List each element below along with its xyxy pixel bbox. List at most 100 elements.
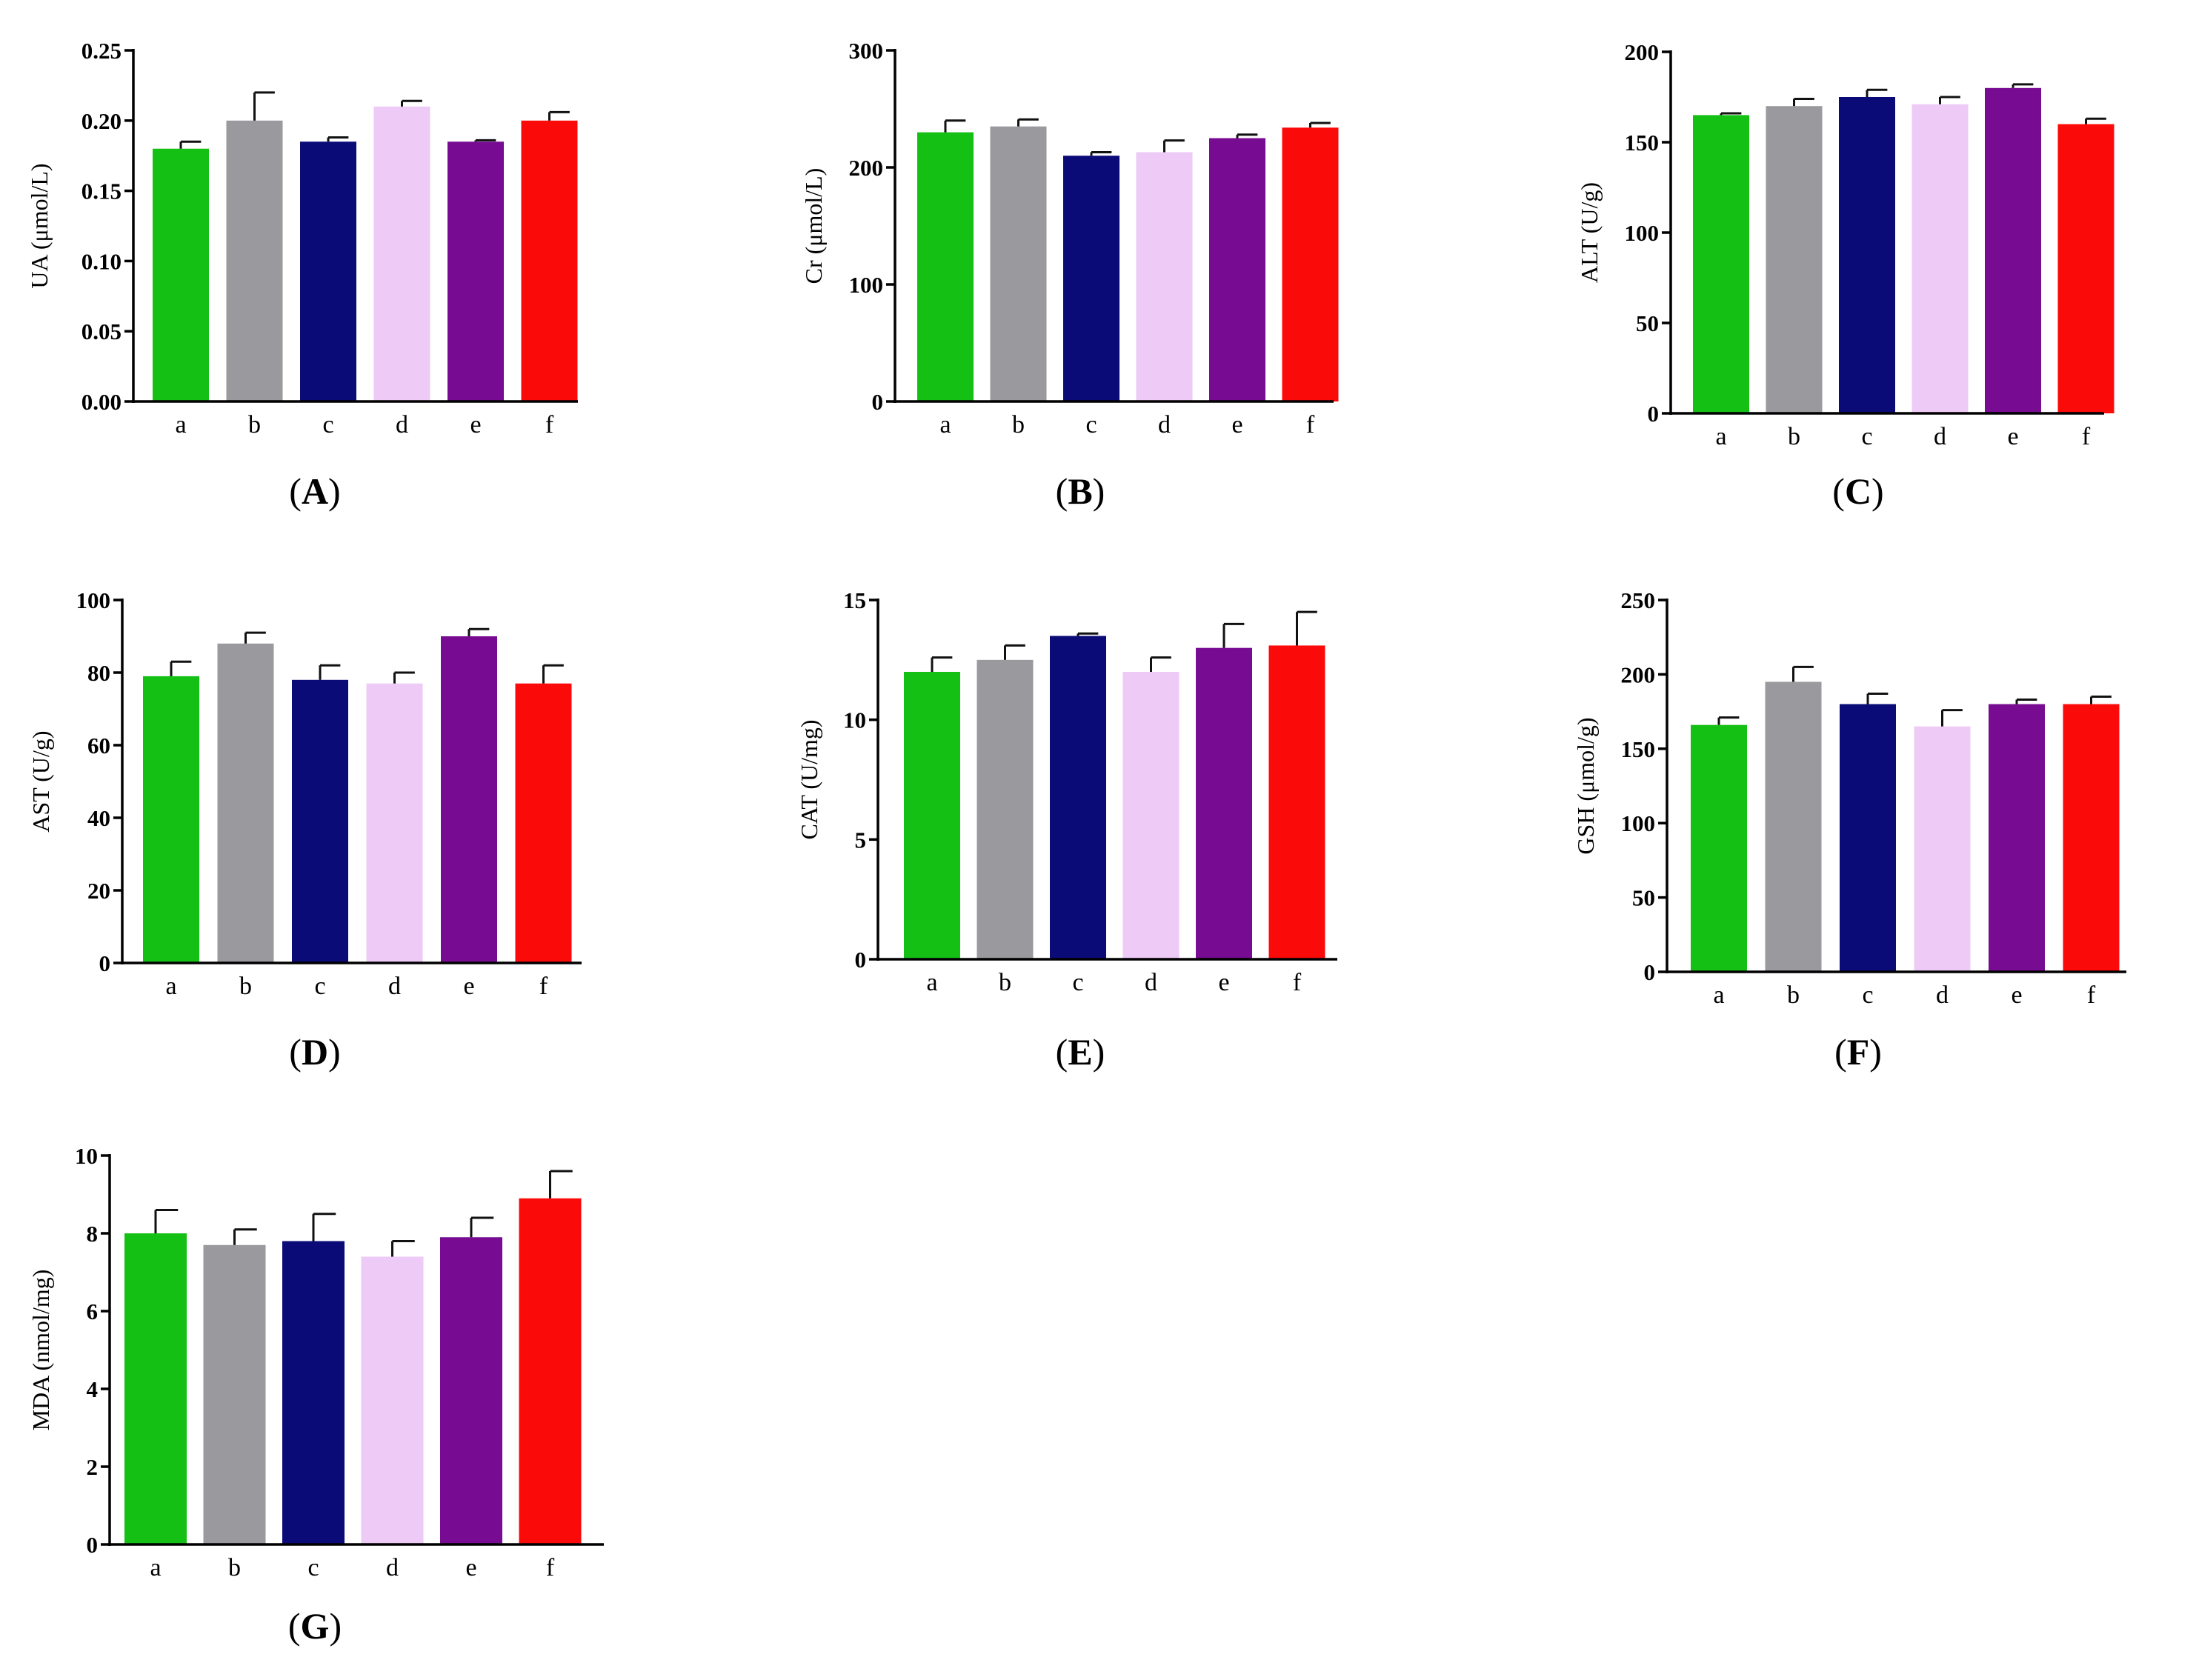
chart-panel-e: a b c d e f 0 5 10 15 CAT (U/mg) (E) [796,587,1337,1073]
ytick-label-d: 0 [99,950,111,976]
ytick-label-c: 0 [1648,401,1660,427]
xtick-label-g-b: b [228,1554,241,1581]
y-axis-title-d: AST (U/g) [27,730,54,832]
bar-c-b [1766,106,1823,413]
error-bar-e-b [1004,644,1025,660]
error-bar-d-d [393,671,415,684]
ytick-label-d: 40 [87,805,110,831]
panel-label-b: (B) [1056,470,1105,512]
bar-c-a [1693,115,1749,413]
error-bar-d-c [319,664,341,680]
bar-g-d [361,1256,424,1544]
bar-f-d [1914,726,1971,972]
ytick-label-c: 100 [1625,220,1660,246]
panel-label-f: (F) [1834,1031,1882,1073]
error-bar-a-c [327,136,349,142]
ytick-label-c: 200 [1625,39,1660,65]
ytick-label-g: 8 [87,1221,99,1247]
chart-panel-d: a b c d e f 0 20 40 60 80 100 AST (U/g) (D) [27,587,582,1073]
bar-a-b [226,120,283,402]
bar-f-c [1840,704,1896,972]
ytick-label-e: 0 [855,947,867,973]
error-bar-a-b [253,91,275,121]
error-bar-e-c [1077,632,1099,636]
ytick-label-a: 0.15 [81,179,122,204]
error-bar-c-c [1866,88,1888,97]
error-bar-d-e [468,627,490,636]
ytick-label-b: 200 [849,155,884,181]
error-bar-c-f [2085,117,2106,124]
xtick-label-b-e: e [1231,411,1242,439]
bar-b-b [990,126,1047,401]
y-axis-title-e: CAT (U/mg) [796,719,822,839]
ytick-label-a: 0.00 [81,389,122,415]
ytick-label-f: 150 [1621,736,1656,762]
bar-d-f [515,683,572,963]
xtick-label-d-a: a [165,973,176,1000]
panel-label-d: (D) [289,1031,340,1073]
xtick-label-d-e: e [463,973,474,1000]
error-bar-b-c [1090,150,1112,156]
xtick-label-c-d: d [1934,423,1946,450]
error-bar-f-c [1866,693,1889,704]
ytick-label-f: 0 [1644,959,1656,985]
xtick-label-a-d: d [396,411,408,439]
ytick-label-d: 60 [87,733,110,759]
xtick-label-a-c: c [322,411,333,439]
error-bar-f-d [1941,709,1963,727]
error-bar-b-a [944,119,966,133]
error-bar-c-d [1939,96,1960,104]
ytick-label-a: 0.25 [81,38,122,64]
error-bar-a-d [401,99,422,107]
error-bar-g-c [312,1213,336,1241]
error-bar-b-b [1017,118,1039,127]
bar-e-b [976,659,1034,959]
ytick-label-d: 80 [87,660,110,686]
bar-b-e [1209,138,1265,401]
xtick-label-b-b: b [1012,411,1025,439]
ytick-label-f: 50 [1632,885,1655,911]
error-bar-c-e [2012,83,2034,88]
ytick-label-f: 200 [1621,661,1656,687]
error-bar-a-a [179,140,202,149]
error-bar-g-a [154,1209,179,1233]
xtick-label-e-d: d [1145,969,1157,996]
xtick-label-e-c: c [1072,969,1083,996]
chart-panel-c: a b c d e f 0 50 100 150 200 ALT (U/g) (C) [1576,39,2115,512]
bar-g-e [440,1237,502,1544]
error-bar-g-d [391,1240,415,1257]
bar-d-e [441,636,497,963]
xtick-label-c-e: e [2007,423,2018,450]
error-bar-e-a [931,656,953,672]
xtick-label-f-a: a [1713,981,1724,1009]
error-bar-f-e [2015,699,2037,704]
error-bar-b-e [1236,133,1258,139]
bar-d-d [366,683,423,963]
ytick-label-e: 15 [843,587,866,613]
bar-a-d [373,106,430,401]
error-bar-g-b [233,1228,257,1245]
xtick-label-c-a: a [1715,423,1726,450]
ytick-label-f: 250 [1621,587,1656,613]
bar-e-d [1122,672,1179,959]
error-bar-g-f [549,1170,573,1199]
error-bar-e-d [1150,656,1171,672]
bar-e-f [1268,645,1325,959]
bar-g-b [203,1244,266,1544]
xtick-label-c-c: c [1861,423,1872,450]
xtick-label-a-b: b [248,411,261,439]
xtick-label-e-e: e [1218,969,1229,996]
xtick-label-d-c: c [314,973,325,1000]
ytick-label-g: 10 [75,1143,98,1169]
xtick-label-b-c: c [1085,411,1097,439]
bar-c-e [1985,87,2041,414]
chart-panel-g: a b c d e f 0 2 4 6 8 10 MDA (nmol/mg) (G) [27,1143,604,1647]
bar-e-e [1196,647,1252,959]
error-bar-d-a [170,660,192,676]
ytick-label-a: 0.20 [81,108,122,134]
xtick-label-c-b: b [1788,423,1800,450]
bar-a-c [300,141,356,402]
error-bar-e-f [1296,610,1317,646]
